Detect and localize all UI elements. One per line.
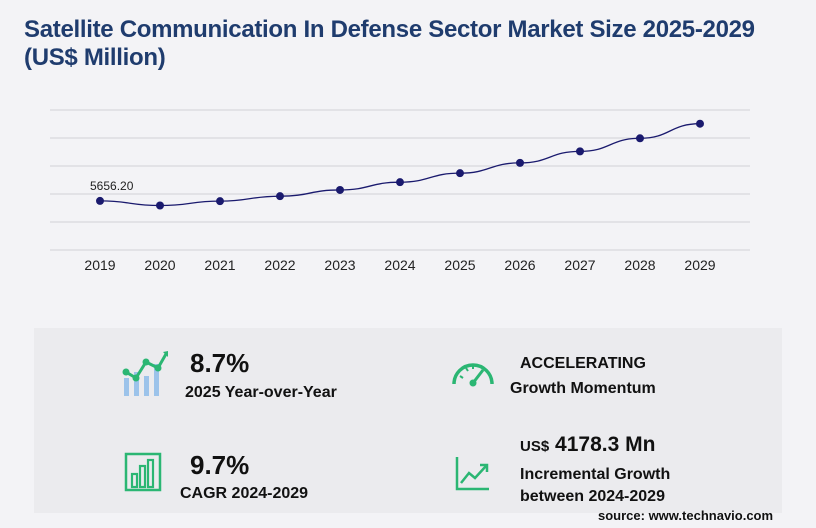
data-point-2025 bbox=[456, 169, 464, 178]
data-point-2022 bbox=[276, 192, 284, 201]
data-point-2028 bbox=[636, 134, 644, 143]
incremental-amount: 4178.3 Mn bbox=[555, 433, 656, 456]
momentum-label: Growth Momentum bbox=[510, 380, 656, 397]
yoy-value: 8.7% bbox=[190, 348, 250, 378]
incremental-label-1: Incremental Growth bbox=[520, 466, 671, 483]
momentum-value: ACCELERATING bbox=[520, 355, 646, 372]
x-tick-2026: 2026 bbox=[504, 257, 535, 273]
line-chart-up-icon bbox=[455, 457, 489, 491]
data-point-2029 bbox=[696, 119, 704, 128]
data-point-2019 bbox=[96, 196, 104, 205]
x-tick-2023: 2023 bbox=[324, 257, 355, 273]
x-tick-2025: 2025 bbox=[444, 257, 475, 273]
data-label-2019: 5656.20 bbox=[90, 179, 134, 193]
line-chart: 5656.20 2019 2020 2021 2022 2023 2024 2025 2026… bbox=[50, 109, 750, 273]
x-tick-2022: 2022 bbox=[264, 257, 295, 273]
currency-label: US$ bbox=[520, 438, 550, 455]
x-tick-2020: 2020 bbox=[144, 257, 175, 273]
x-tick-2024: 2024 bbox=[384, 257, 415, 273]
speedometer-icon bbox=[452, 363, 494, 387]
data-point-2027 bbox=[576, 147, 584, 156]
data-point-2020 bbox=[156, 201, 164, 210]
data-point-2021 bbox=[216, 197, 224, 206]
series-line bbox=[99, 123, 701, 207]
yoy-label: 2025 Year-over-Year bbox=[185, 384, 337, 401]
data-point-2026 bbox=[516, 158, 524, 167]
data-points bbox=[96, 119, 704, 210]
gridlines bbox=[50, 109, 750, 251]
x-tick-2028: 2028 bbox=[624, 257, 655, 273]
incremental-value: US$ 4178.3 Mn bbox=[520, 433, 655, 457]
series-path bbox=[99, 123, 701, 207]
chart-title: Satellite Communication In Defense Secto… bbox=[24, 16, 755, 71]
incremental-label-2: between 2024-2029 bbox=[520, 488, 665, 505]
data-point-2024 bbox=[396, 178, 404, 187]
cagr-value: 9.7% bbox=[190, 450, 250, 480]
data-labels: 5656.20 bbox=[90, 179, 134, 193]
data-point-2023 bbox=[336, 185, 344, 194]
bar-chart-icon bbox=[124, 452, 162, 492]
bar-chart-trend-icon bbox=[122, 351, 168, 396]
x-tick-2019: 2019 bbox=[84, 257, 115, 273]
stats-panel bbox=[34, 328, 782, 513]
x-tick-2021: 2021 bbox=[204, 257, 235, 273]
x-axis-ticks: 2019 2020 2021 2022 2023 2024 2025 2026 2027 2028… bbox=[84, 257, 715, 273]
x-tick-2029: 2029 bbox=[684, 257, 715, 273]
source-credit: source: www.technavio.com bbox=[598, 508, 774, 523]
cagr-label: CAGR 2024-2029 bbox=[180, 485, 309, 502]
x-tick-2027: 2027 bbox=[564, 257, 595, 273]
